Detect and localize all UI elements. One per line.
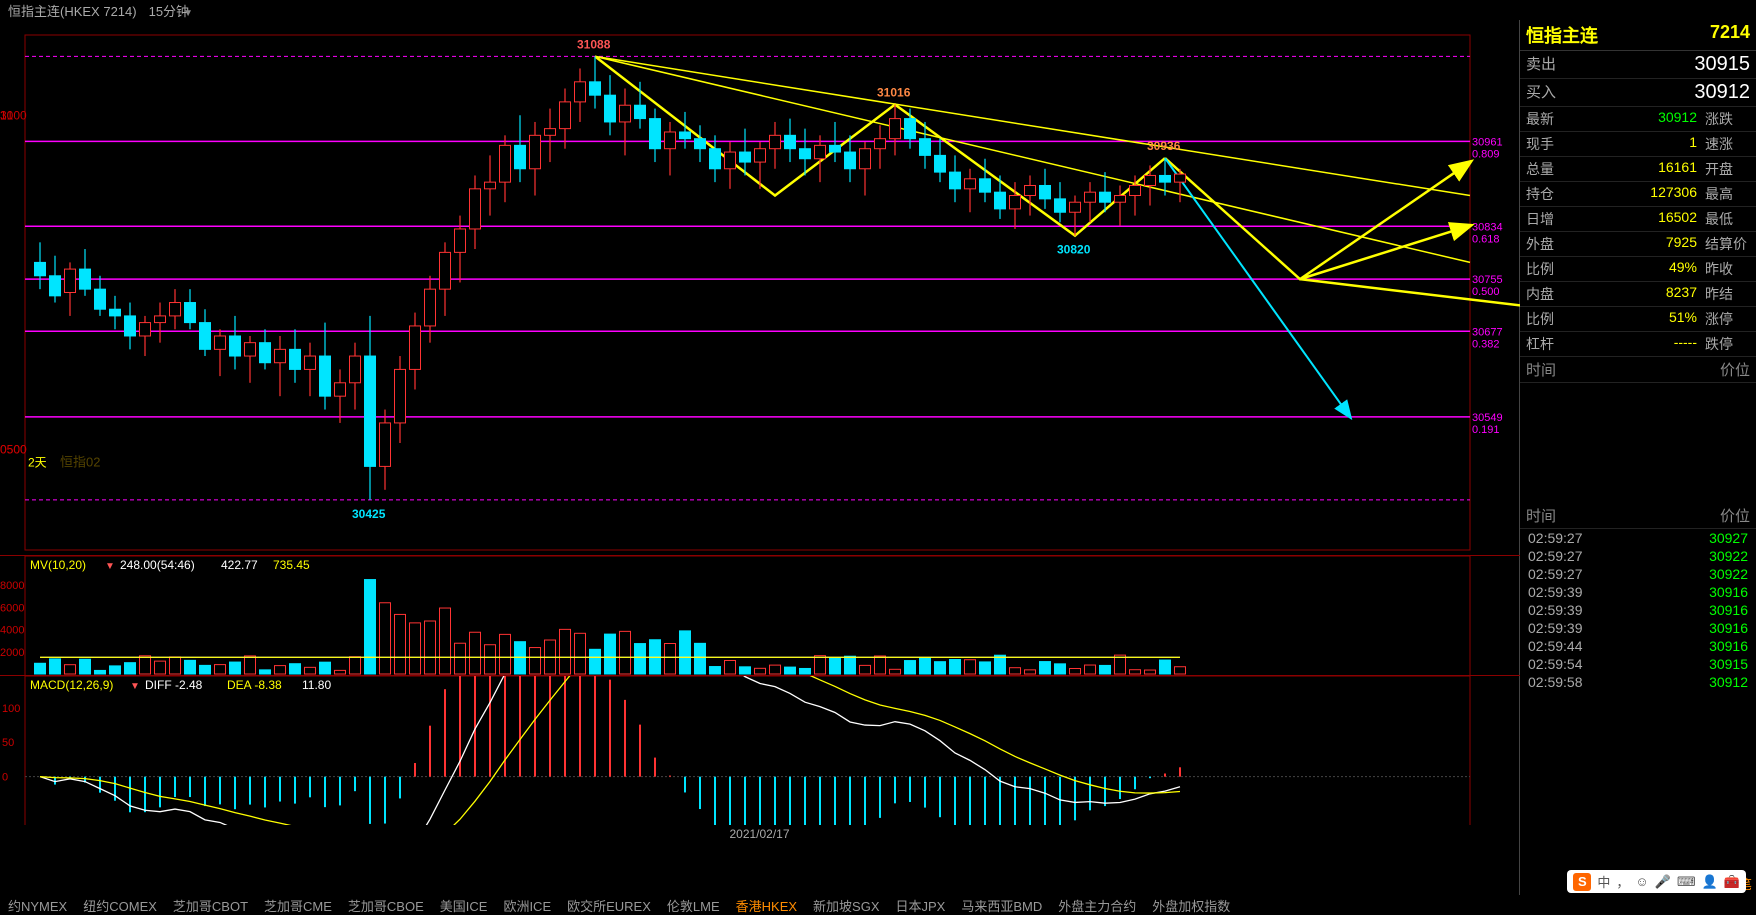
svg-text:恒指02: 恒指02 [60, 454, 100, 469]
ime-mode[interactable]: 中 [1597, 872, 1610, 891]
trade-row: 02:59:3930916 [1520, 601, 1756, 619]
svg-text:100: 100 [2, 703, 20, 715]
svg-text:30425: 30425 [352, 507, 386, 521]
instrument-title: 恒指主连(HKEX 7214) [8, 1, 137, 20]
exchange-tab[interactable]: 美国ICE [440, 896, 488, 915]
exchange-tab[interactable]: 欧洲ICE [503, 896, 551, 915]
svg-text:▼: ▼ [105, 561, 115, 572]
exchange-tab[interactable]: 马来西亚BMD [961, 896, 1042, 915]
ime-person-icon[interactable]: 👤 [1702, 874, 1718, 890]
svg-text:▼: ▼ [130, 681, 140, 692]
sogou-icon: S [1573, 873, 1591, 891]
trade-row: 02:59:3930916 [1520, 583, 1756, 601]
chevron-down-icon: ▼ [183, 8, 193, 19]
exchange-tab[interactable]: 香港HKEX [736, 896, 797, 915]
exchange-tab[interactable]: 新加坡SGX [813, 896, 879, 915]
chart-area[interactable]: 05003110000500305490.191306770.382307550… [0, 20, 1520, 895]
svg-text:31088: 31088 [577, 37, 611, 51]
quote-row: 持仓127306最高 [1520, 182, 1756, 207]
exchange-tab[interactable]: 欧交所EUREX [567, 896, 651, 915]
trade-row: 02:59:2730927 [1520, 529, 1756, 547]
svg-text:2000: 2000 [0, 647, 24, 659]
trade-row: 02:59:2730922 [1520, 565, 1756, 583]
trade-log: 02:59:273092702:59:273092202:59:27309220… [1520, 529, 1756, 691]
exchange-tab[interactable]: 伦敦LME [667, 896, 720, 915]
trade-row: 02:59:3930916 [1520, 619, 1756, 637]
bid-row: 买入 30912 [1520, 79, 1756, 107]
ime-emoji-icon[interactable]: ☺ [1635, 874, 1648, 889]
quote-row: 日增16502最低 [1520, 207, 1756, 232]
svg-text:30677: 30677 [1472, 326, 1503, 338]
svg-text:MV(10,20): MV(10,20) [30, 558, 86, 572]
quote-panel: 恒指主连7214 卖出 30915 买入 30912 最新30912涨跌现手1速… [1520, 20, 1756, 895]
quote-row: 比例51%涨停 [1520, 307, 1756, 332]
exchange-tabs[interactable]: 约NYMEX 纽约COMEX 芝加哥CBOT 芝加哥CME 芝加哥CBOE 美国ICE 欧洲… [0, 895, 1756, 915]
x-axis-date: 2021/02/17 [0, 825, 1519, 843]
price-chart[interactable]: 05003110000500305490.191306770.382307550… [0, 20, 1520, 555]
trade-row: 02:59:5830912 [1520, 673, 1756, 691]
ime-punct-icon[interactable]: ， [1616, 872, 1629, 891]
trade-row: 02:59:4430916 [1520, 637, 1756, 655]
quote-row: 比例49%昨收 [1520, 257, 1756, 282]
svg-text:1000: 1000 [0, 108, 27, 122]
svg-text:0500: 0500 [0, 443, 27, 457]
exchange-tab[interactable]: 约NYMEX [8, 896, 67, 915]
svg-text:50: 50 [2, 737, 14, 749]
ime-toolbar[interactable]: S 中 ， ☺ 🎤 ⌨ 👤 🧰 [1567, 870, 1746, 893]
quote-row: 内盘8237昨结 [1520, 282, 1756, 307]
exchange-tab[interactable]: 外盘加权指数 [1152, 896, 1230, 915]
svg-text:0.382: 0.382 [1472, 338, 1500, 350]
svg-text:30549: 30549 [1472, 412, 1503, 424]
svg-text:30961: 30961 [1472, 136, 1503, 148]
svg-text:MACD(12,26,9): MACD(12,26,9) [30, 678, 113, 692]
exchange-tab[interactable]: 外盘主力合约 [1058, 896, 1136, 915]
exchange-tab[interactable]: 芝加哥CBOT [173, 896, 248, 915]
quote-row: 杠杆-----跌停 [1520, 332, 1756, 357]
svg-text:31016: 31016 [877, 86, 911, 100]
volume-chart[interactable]: 2000 4000 6000 8000 MV(10,20) ▼ 248.00(54:46) 4… [0, 555, 1520, 675]
svg-text:30820: 30820 [1057, 243, 1091, 257]
trade-row: 02:59:5430915 [1520, 655, 1756, 673]
interval-selector[interactable]: 15分钟▼ [149, 1, 193, 20]
svg-text:30834: 30834 [1472, 221, 1503, 233]
macd-chart[interactable]: 0 50 100 MACD(12,26,9) ▼ DIFF -2.48 DEA -8.38 1… [0, 675, 1520, 825]
exchange-tab[interactable]: 芝加哥CME [264, 896, 332, 915]
quote-row: 现手1速涨 [1520, 132, 1756, 157]
ime-mic-icon[interactable]: 🎤 [1655, 874, 1671, 890]
svg-text:4000: 4000 [0, 625, 24, 637]
trade-row: 02:59:2730922 [1520, 547, 1756, 565]
svg-text:0: 0 [2, 772, 8, 784]
ime-keyboard-icon[interactable]: ⌨ [1677, 874, 1696, 890]
svg-text:30936: 30936 [1147, 139, 1181, 153]
svg-text:DEA -8.38: DEA -8.38 [227, 678, 282, 692]
trade-header: 时间价位 [1520, 357, 1756, 383]
svg-text:0.618: 0.618 [1472, 233, 1500, 245]
quote-row: 最新30912涨跌 [1520, 107, 1756, 132]
svg-text:DIFF -2.48: DIFF -2.48 [145, 678, 203, 692]
chart-header: 恒指主连(HKEX 7214) 15分钟▼ [0, 0, 1756, 20]
quote-title: 恒指主连7214 [1520, 20, 1756, 51]
svg-text:30755: 30755 [1472, 274, 1503, 286]
svg-text:248.00(54:46): 248.00(54:46) [120, 558, 195, 572]
exchange-tab[interactable]: 纽约COMEX [83, 896, 157, 915]
svg-text:735.45: 735.45 [273, 558, 310, 572]
svg-text:0.191: 0.191 [1472, 424, 1500, 436]
ime-toolbox-icon[interactable]: 🧰 [1724, 874, 1740, 890]
svg-text:8000: 8000 [0, 580, 24, 592]
svg-text:422.77: 422.77 [221, 558, 258, 572]
svg-text:11.80: 11.80 [302, 678, 331, 692]
svg-text:2天: 2天 [28, 455, 47, 469]
quote-row: 总量16161开盘 [1520, 157, 1756, 182]
trade-header-2: 时间价位 [1520, 503, 1756, 529]
quote-row: 外盘7925结算价 [1520, 232, 1756, 257]
svg-text:0.500: 0.500 [1472, 286, 1500, 298]
ask-row: 卖出 30915 [1520, 51, 1756, 79]
svg-text:6000: 6000 [0, 602, 24, 614]
exchange-tab[interactable]: 芝加哥CBOE [348, 896, 424, 915]
svg-text:0.809: 0.809 [1472, 148, 1500, 160]
exchange-tab[interactable]: 日本JPX [896, 896, 946, 915]
